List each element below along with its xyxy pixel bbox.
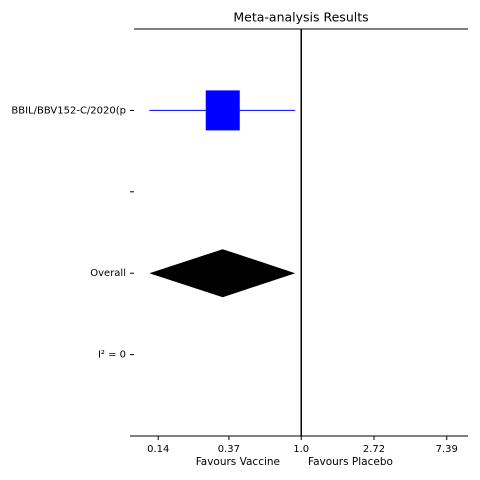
chart-title: Meta-analysis Results [233, 10, 368, 25]
y-tick-label: BBIL/BBV152-C/2020(p [11, 105, 126, 116]
summary-diamond [149, 249, 296, 298]
y-tick-label: I² = 0 [98, 350, 126, 361]
x-tick-label: 7.39 [436, 444, 458, 455]
x-tick-label: 1.0 [293, 444, 309, 455]
estimate-box [205, 90, 240, 131]
x-tick-label: 0.37 [218, 444, 240, 455]
y-tick-label: Overall [90, 268, 126, 279]
x-label-left: Favours Vaccine [196, 456, 280, 468]
x-tick-label: 0.14 [147, 444, 169, 455]
x-label-right: Favours Placebo [308, 456, 393, 468]
x-tick-label: 2.72 [363, 444, 385, 455]
